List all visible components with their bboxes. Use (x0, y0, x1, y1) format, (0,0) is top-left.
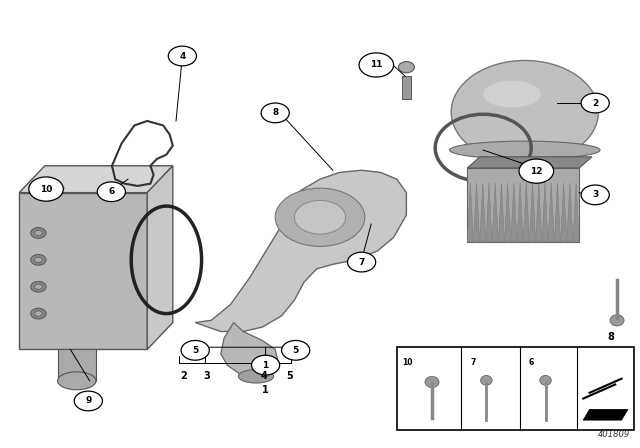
Polygon shape (504, 183, 511, 242)
Text: 5: 5 (286, 371, 292, 381)
Text: 3: 3 (204, 371, 210, 381)
Ellipse shape (239, 370, 274, 383)
Ellipse shape (481, 375, 492, 385)
Polygon shape (529, 183, 536, 242)
Polygon shape (221, 323, 278, 376)
Circle shape (31, 281, 46, 292)
Ellipse shape (275, 188, 365, 246)
Ellipse shape (449, 141, 600, 159)
Text: 8: 8 (607, 332, 614, 342)
Circle shape (74, 391, 102, 411)
Circle shape (181, 340, 209, 360)
Ellipse shape (425, 376, 439, 388)
Polygon shape (467, 157, 592, 168)
Polygon shape (147, 166, 173, 349)
Circle shape (282, 340, 310, 360)
Polygon shape (583, 409, 628, 420)
Text: 10: 10 (402, 358, 412, 367)
Polygon shape (402, 76, 411, 99)
Text: 4: 4 (179, 52, 186, 60)
Polygon shape (542, 183, 548, 242)
Ellipse shape (610, 314, 624, 326)
Polygon shape (195, 170, 406, 332)
Ellipse shape (483, 81, 541, 108)
Text: 6: 6 (528, 358, 534, 367)
Text: 2: 2 (180, 371, 187, 381)
Circle shape (31, 228, 46, 238)
Circle shape (35, 311, 42, 316)
Text: 1: 1 (262, 385, 269, 395)
Text: 11: 11 (370, 60, 383, 69)
Polygon shape (567, 183, 573, 242)
Polygon shape (19, 193, 147, 349)
Polygon shape (561, 183, 567, 242)
Polygon shape (467, 183, 474, 242)
Text: 7: 7 (358, 258, 365, 267)
Polygon shape (573, 183, 579, 242)
Polygon shape (19, 166, 173, 193)
Polygon shape (58, 349, 96, 381)
Circle shape (581, 93, 609, 113)
Polygon shape (486, 183, 492, 242)
Circle shape (261, 103, 289, 123)
Circle shape (581, 185, 609, 205)
Text: 401809: 401809 (598, 430, 630, 439)
Text: 2: 2 (592, 99, 598, 108)
Polygon shape (492, 183, 499, 242)
Polygon shape (511, 183, 517, 242)
Polygon shape (548, 183, 554, 242)
Ellipse shape (58, 372, 96, 390)
Circle shape (35, 230, 42, 236)
Circle shape (31, 254, 46, 265)
Circle shape (168, 46, 196, 66)
Text: 6: 6 (108, 187, 115, 196)
Circle shape (97, 182, 125, 202)
Circle shape (35, 257, 42, 263)
Circle shape (29, 177, 63, 201)
Text: 12: 12 (530, 167, 543, 176)
Polygon shape (517, 183, 523, 242)
Polygon shape (499, 183, 504, 242)
Ellipse shape (294, 201, 346, 234)
Circle shape (519, 159, 554, 183)
Polygon shape (479, 183, 486, 242)
Text: 3: 3 (592, 190, 598, 199)
Circle shape (252, 355, 280, 375)
Text: 9: 9 (85, 396, 92, 405)
Polygon shape (467, 168, 579, 242)
Text: 1: 1 (262, 361, 269, 370)
Circle shape (359, 53, 394, 77)
Circle shape (348, 252, 376, 272)
Text: 10: 10 (40, 185, 52, 194)
Text: 5: 5 (292, 346, 299, 355)
Circle shape (31, 308, 46, 319)
Text: 7: 7 (470, 358, 476, 367)
Text: 8: 8 (272, 108, 278, 117)
Polygon shape (536, 183, 542, 242)
Polygon shape (524, 183, 529, 242)
Text: 4: 4 (261, 371, 268, 381)
Polygon shape (554, 183, 561, 242)
FancyBboxPatch shape (397, 347, 634, 430)
Circle shape (35, 284, 42, 289)
Ellipse shape (540, 375, 551, 385)
Circle shape (451, 60, 598, 164)
Text: 5: 5 (192, 346, 198, 355)
Polygon shape (474, 183, 479, 242)
Ellipse shape (398, 61, 415, 73)
